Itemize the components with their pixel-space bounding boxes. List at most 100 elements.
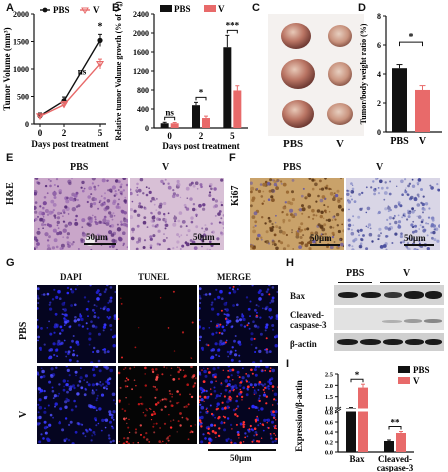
- apoptotic-cell: [265, 395, 268, 398]
- cell-nucleus: [66, 319, 70, 323]
- cell-nucleus: [315, 200, 318, 203]
- apoptotic-cell: [265, 402, 268, 405]
- apoptotic-cell: [206, 410, 209, 413]
- cell-nucleus: [220, 217, 223, 220]
- cell-nucleus: [101, 178, 106, 183]
- apoptotic-cell: [215, 380, 217, 382]
- cell-nucleus: [406, 193, 410, 197]
- cell-nucleus: [37, 339, 39, 342]
- cell-nucleus: [89, 234, 92, 237]
- a-y-tick-label: 2000: [13, 10, 29, 19]
- cell-nucleus: [348, 244, 351, 247]
- cell-nucleus: [159, 297, 162, 299]
- cell-nucleus: [264, 240, 267, 243]
- cell-nucleus: [262, 384, 265, 387]
- apoptotic-cell: [199, 419, 202, 422]
- apoptotic-cell: [273, 427, 276, 429]
- cell-nucleus: [319, 214, 323, 219]
- cell-nucleus: [158, 204, 163, 209]
- a-y-tick-label: 0: [25, 120, 29, 129]
- cell-nucleus: [268, 350, 272, 353]
- cell-nucleus: [37, 215, 39, 218]
- apoptotic-cell: [207, 427, 210, 430]
- cell-nucleus: [57, 211, 61, 216]
- cell-nucleus: [165, 442, 168, 444]
- cell-nucleus: [163, 366, 165, 368]
- cell-nucleus: [146, 409, 148, 412]
- cell-nucleus: [61, 329, 64, 332]
- cell-nucleus: [140, 403, 142, 405]
- cell-nucleus: [46, 437, 50, 441]
- cell-nucleus: [426, 234, 429, 237]
- cell-nucleus: [209, 404, 212, 407]
- cell-nucleus: [200, 185, 203, 189]
- wb-band: [361, 292, 381, 298]
- cell-nucleus: [220, 392, 222, 395]
- cell-nucleus: [151, 370, 155, 374]
- cell-nucleus: [159, 399, 162, 402]
- apoptotic-cell: [208, 371, 211, 374]
- cell-nucleus: [83, 187, 86, 190]
- cell-nucleus: [68, 196, 74, 201]
- cell-nucleus: [89, 202, 93, 206]
- cell-nucleus: [404, 190, 408, 194]
- cell-nucleus: [298, 245, 302, 249]
- b-x-axis-label: Days post treatment: [162, 141, 239, 150]
- i-y-tick-label: 2.0: [325, 383, 333, 390]
- cell-nucleus: [207, 395, 210, 398]
- cell-nucleus: [419, 224, 422, 227]
- cell-nucleus: [416, 181, 420, 185]
- cell-nucleus: [88, 337, 92, 341]
- cell-nucleus: [280, 241, 284, 245]
- cell-nucleus: [97, 207, 100, 210]
- cell-nucleus: [295, 234, 300, 239]
- cell-nucleus: [335, 212, 340, 217]
- cell-nucleus: [44, 431, 48, 435]
- cell-nucleus: [417, 195, 420, 198]
- cell-nucleus: [200, 440, 204, 444]
- cell-nucleus: [46, 327, 49, 329]
- cell-nucleus: [74, 430, 78, 434]
- cell-nucleus: [194, 382, 197, 385]
- cell-nucleus: [46, 192, 49, 195]
- apoptotic-cell: [242, 423, 245, 426]
- cell-nucleus: [150, 419, 153, 421]
- cell-nucleus: [143, 207, 147, 210]
- apoptotic-cell: [213, 424, 217, 427]
- cell-nucleus: [113, 314, 116, 318]
- b-y-tick-label: 0: [145, 124, 149, 133]
- cell-nucleus: [427, 216, 431, 219]
- i-legend-label-v: V: [413, 376, 420, 386]
- cell-nucleus: [50, 367, 54, 371]
- cell-nucleus: [90, 439, 93, 442]
- cell-nucleus: [267, 198, 271, 201]
- d-bar-v: [415, 89, 430, 132]
- g-dapi-v: [37, 366, 116, 444]
- cell-nucleus: [142, 411, 145, 414]
- cell-nucleus: [93, 346, 96, 350]
- cell-nucleus: [92, 431, 96, 434]
- apoptotic-cell: [222, 369, 224, 371]
- cell-nucleus: [175, 193, 180, 197]
- apoptotic-cell: [264, 369, 266, 372]
- cell-nucleus: [194, 424, 196, 426]
- apoptotic-cell: [235, 423, 238, 426]
- cell-nucleus: [258, 397, 261, 400]
- cell-nucleus: [109, 420, 112, 424]
- cell-nucleus: [346, 189, 349, 192]
- cell-nucleus: [387, 210, 390, 213]
- apoptotic-cell: [207, 344, 210, 347]
- cell-nucleus: [44, 223, 47, 226]
- cell-nucleus: [163, 233, 165, 235]
- cell-nucleus: [109, 440, 113, 444]
- cell-nucleus: [265, 240, 270, 244]
- cell-nucleus: [308, 247, 312, 250]
- cell-nucleus: [160, 408, 163, 411]
- apoptotic-cell: [249, 424, 252, 428]
- cell-nucleus: [246, 388, 250, 391]
- cell-nucleus: [136, 213, 141, 217]
- d-y-tick-label: 4: [377, 70, 381, 79]
- cell-nucleus: [200, 234, 204, 238]
- cell-nucleus: [48, 356, 51, 360]
- apoptotic-cell: [262, 388, 265, 391]
